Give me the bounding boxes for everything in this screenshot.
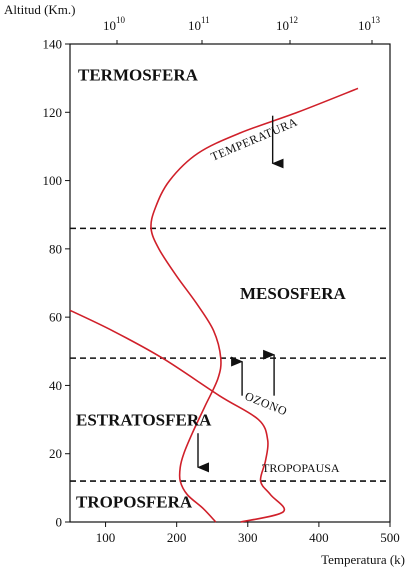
layer-label-estratosfera: ESTRATOSFERA bbox=[76, 411, 212, 430]
temperature-curve-label: TEMPERATURA bbox=[209, 115, 300, 164]
temperature-curve bbox=[150, 87, 359, 523]
y-tick-label: 40 bbox=[49, 378, 62, 393]
x-tick-label: 500 bbox=[380, 530, 400, 545]
trend-arrows bbox=[197, 115, 284, 473]
x-axis-ticks: 100 200 300 400 500 bbox=[96, 522, 400, 545]
y-axis-title: Altitud (Km.) bbox=[4, 2, 76, 17]
y-tick-label: 0 bbox=[56, 515, 63, 530]
layer-label-troposfera: TROPOSFERA bbox=[76, 493, 193, 512]
top-tick-label: 1012 bbox=[276, 15, 298, 33]
layer-label-mesosfera: MESOSFERA bbox=[240, 284, 347, 303]
layer-labels: TERMOSFERA MESOSFERA ESTRATOSFERA TROPOSFER… bbox=[76, 66, 347, 512]
y-tick-label: 120 bbox=[43, 105, 63, 120]
plot-frame bbox=[69, 43, 391, 523]
tropopause-label: TROPOPAUSA bbox=[262, 461, 340, 475]
y-tick-label: 80 bbox=[49, 241, 62, 256]
x-tick-label: 300 bbox=[238, 530, 258, 545]
data-curves bbox=[69, 87, 359, 523]
y-tick-label: 100 bbox=[43, 173, 63, 188]
x-tick-label: 100 bbox=[96, 530, 116, 545]
layer-label-termosfera: TERMOSFERA bbox=[78, 66, 199, 85]
y-tick-label: 140 bbox=[43, 37, 63, 52]
y-tick-label: 60 bbox=[49, 310, 62, 325]
top-tick-label: 1011 bbox=[188, 15, 210, 33]
x-tick-label: 200 bbox=[167, 530, 187, 545]
top-tick-label: 1010 bbox=[103, 15, 126, 33]
top-tick-label: 1013 bbox=[358, 15, 381, 33]
x-axis-title: Temperatura (k) bbox=[321, 552, 405, 567]
y-tick-label: 20 bbox=[49, 446, 62, 461]
ozone-curve bbox=[69, 309, 286, 523]
top-axis-ticks: 1010 1011 1012 1013 bbox=[103, 15, 381, 44]
layer-boundaries bbox=[70, 227, 390, 482]
x-tick-label: 400 bbox=[309, 530, 329, 545]
y-axis-ticks: 0 20 40 60 80 100 120 140 bbox=[43, 37, 70, 530]
